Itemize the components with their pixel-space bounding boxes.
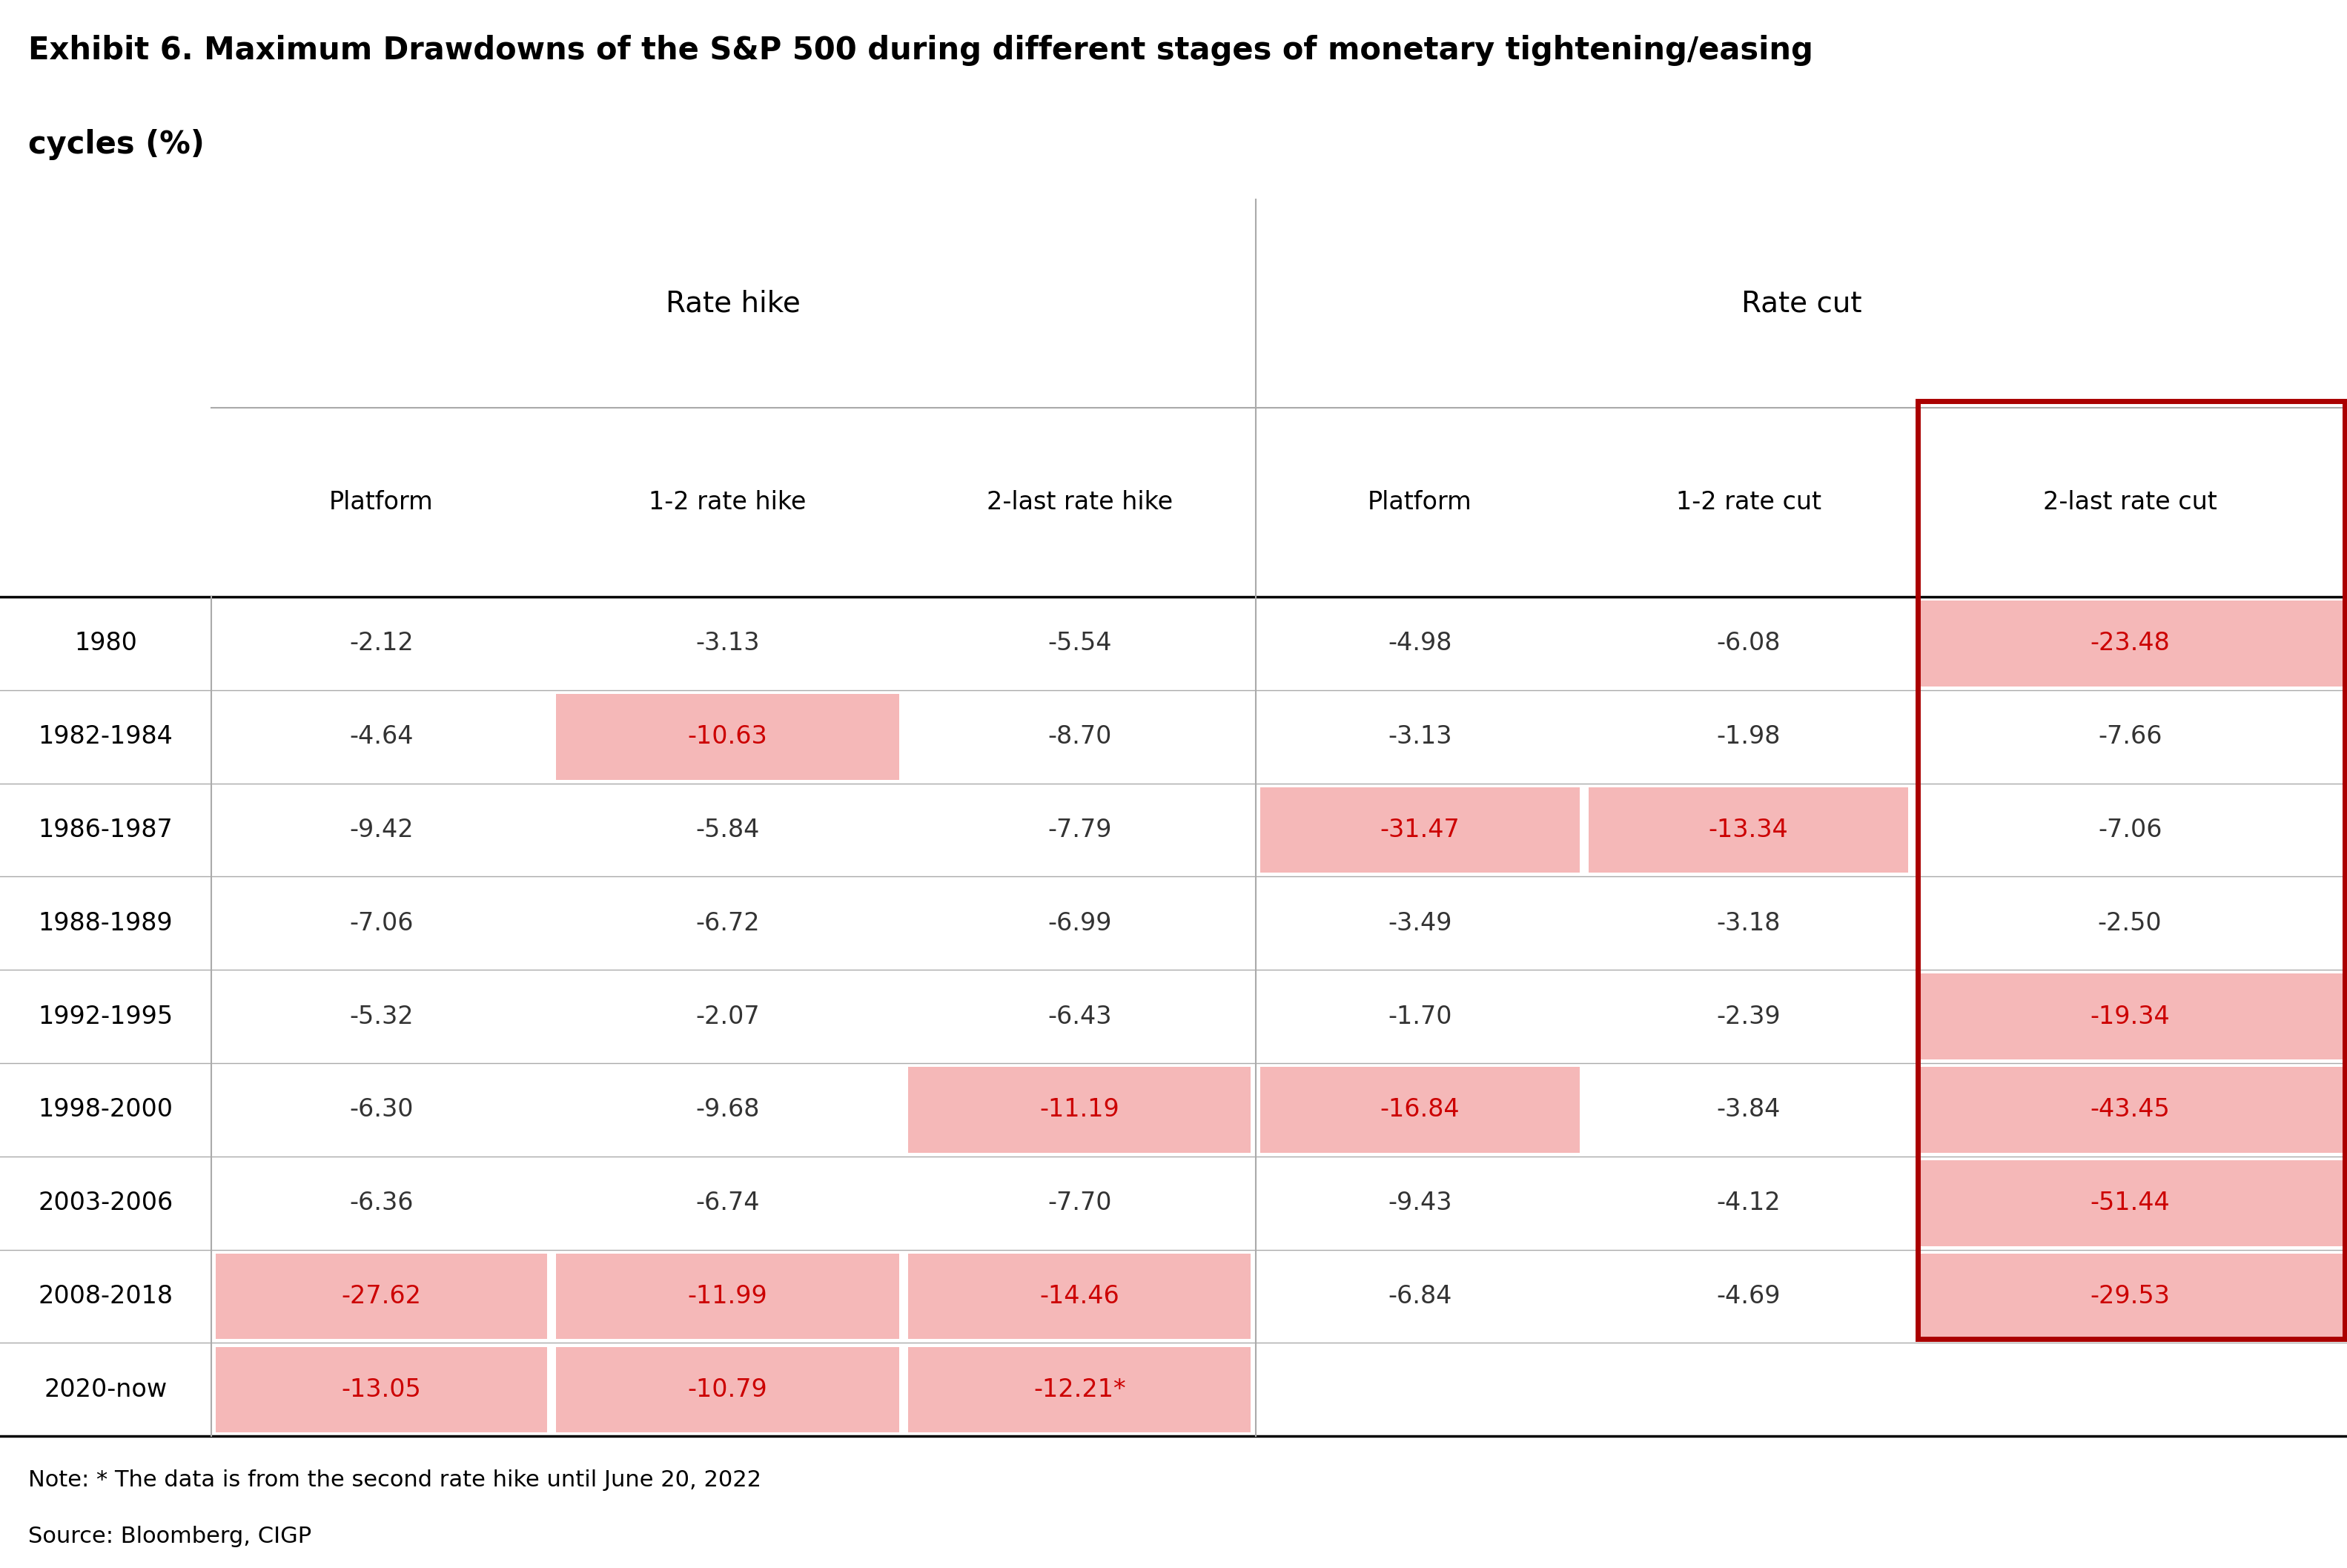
Text: -27.62: -27.62	[340, 1284, 422, 1309]
Text: -5.32: -5.32	[350, 1005, 413, 1029]
Text: 2003-2006: 2003-2006	[38, 1190, 174, 1215]
Text: Exhibit 6. Maximum Drawdowns of the S&P 500 during different stages of monetary : Exhibit 6. Maximum Drawdowns of the S&P …	[28, 34, 1814, 66]
Text: -16.84: -16.84	[1380, 1098, 1460, 1123]
Text: 1992-1995: 1992-1995	[38, 1005, 174, 1029]
Text: -6.43: -6.43	[1047, 1005, 1112, 1029]
Text: -5.84: -5.84	[695, 818, 760, 842]
Text: -6.99: -6.99	[1047, 911, 1112, 936]
Text: -14.46: -14.46	[1040, 1284, 1120, 1309]
Text: -8.70: -8.70	[1047, 724, 1112, 750]
Text: -1.70: -1.70	[1387, 1005, 1453, 1029]
Bar	[1917, 601, 2342, 687]
Text: -5.54: -5.54	[1047, 632, 1112, 655]
Text: -9.42: -9.42	[350, 818, 413, 842]
Text: -23.48: -23.48	[2089, 632, 2171, 655]
Text: -29.53: -29.53	[2089, 1284, 2171, 1309]
Text: Note: * The data is from the second rate hike until June 20, 2022: Note: * The data is from the second rate…	[28, 1469, 760, 1491]
Text: 2-last rate cut: 2-last rate cut	[2042, 489, 2218, 514]
Bar	[1917, 974, 2342, 1060]
Text: 2-last rate hike: 2-last rate hike	[986, 489, 1174, 514]
Text: -11.19: -11.19	[1040, 1098, 1120, 1123]
Text: -1.98: -1.98	[1716, 724, 1781, 750]
Text: -19.34: -19.34	[2089, 1005, 2171, 1029]
Text: Rate cut: Rate cut	[1741, 290, 1861, 317]
Text: -7.79: -7.79	[1047, 818, 1112, 842]
Text: 1-2 rate hike: 1-2 rate hike	[648, 489, 807, 514]
Bar	[1260, 1066, 1580, 1152]
Text: 1982-1984: 1982-1984	[38, 724, 174, 750]
Text: 1988-1989: 1988-1989	[38, 911, 174, 936]
Text: -51.44: -51.44	[2089, 1190, 2171, 1215]
Text: 1-2 rate cut: 1-2 rate cut	[1676, 489, 1821, 514]
Text: -9.43: -9.43	[1387, 1190, 1453, 1215]
Bar	[1917, 401, 2345, 1339]
Bar	[1917, 1066, 2342, 1152]
Text: -3.49: -3.49	[1387, 911, 1453, 936]
Text: Source: Bloomberg, CIGP: Source: Bloomberg, CIGP	[28, 1526, 312, 1548]
Text: -31.47: -31.47	[1380, 818, 1460, 842]
Text: -2.50: -2.50	[2098, 911, 2162, 936]
Text: -4.69: -4.69	[1716, 1284, 1781, 1309]
Text: -3.13: -3.13	[1387, 724, 1453, 750]
Text: cycles (%): cycles (%)	[28, 129, 204, 160]
Text: -10.63: -10.63	[688, 724, 767, 750]
Text: -3.13: -3.13	[695, 632, 760, 655]
Text: -7.06: -7.06	[2098, 818, 2162, 842]
Bar	[908, 1347, 1251, 1433]
Text: -6.74: -6.74	[695, 1190, 760, 1215]
Text: -13.05: -13.05	[340, 1377, 422, 1402]
Text: 2008-2018: 2008-2018	[38, 1284, 174, 1309]
Text: -11.99: -11.99	[688, 1284, 767, 1309]
Text: -7.06: -7.06	[350, 911, 413, 936]
Text: 2020-now: 2020-now	[45, 1377, 167, 1402]
Text: -6.36: -6.36	[350, 1190, 413, 1215]
Text: -6.08: -6.08	[1716, 632, 1781, 655]
Bar	[556, 1253, 899, 1339]
Bar	[1260, 787, 1580, 873]
Text: -4.98: -4.98	[1387, 632, 1453, 655]
Text: 1998-2000: 1998-2000	[38, 1098, 174, 1123]
Bar	[216, 1347, 547, 1433]
Text: Rate hike: Rate hike	[667, 290, 800, 317]
Text: -10.79: -10.79	[688, 1377, 767, 1402]
Text: -43.45: -43.45	[2089, 1098, 2171, 1123]
Text: -3.18: -3.18	[1716, 911, 1781, 936]
Text: Platform: Platform	[1368, 489, 1472, 514]
Bar	[908, 1253, 1251, 1339]
Bar	[216, 1253, 547, 1339]
Bar	[908, 1066, 1251, 1152]
Text: -6.72: -6.72	[695, 911, 760, 936]
Text: -7.66: -7.66	[2098, 724, 2162, 750]
Bar	[556, 1347, 899, 1433]
Text: -7.70: -7.70	[1047, 1190, 1112, 1215]
Text: -4.64: -4.64	[350, 724, 413, 750]
Text: -2.39: -2.39	[1716, 1005, 1781, 1029]
Text: -12.21*: -12.21*	[1033, 1377, 1127, 1402]
Text: -6.30: -6.30	[350, 1098, 413, 1123]
Text: -2.12: -2.12	[350, 632, 413, 655]
Bar	[1917, 1160, 2342, 1247]
Text: 1986-1987: 1986-1987	[38, 818, 174, 842]
Text: Platform: Platform	[329, 489, 434, 514]
Text: -9.68: -9.68	[695, 1098, 760, 1123]
Text: -6.84: -6.84	[1387, 1284, 1453, 1309]
Text: 1980: 1980	[75, 632, 136, 655]
Text: -13.34: -13.34	[1709, 818, 1788, 842]
Bar	[1589, 787, 1908, 873]
Text: -3.84: -3.84	[1716, 1098, 1781, 1123]
Bar	[556, 695, 899, 779]
Bar	[1917, 1253, 2342, 1339]
Text: -4.12: -4.12	[1716, 1190, 1781, 1215]
Text: -2.07: -2.07	[695, 1005, 760, 1029]
